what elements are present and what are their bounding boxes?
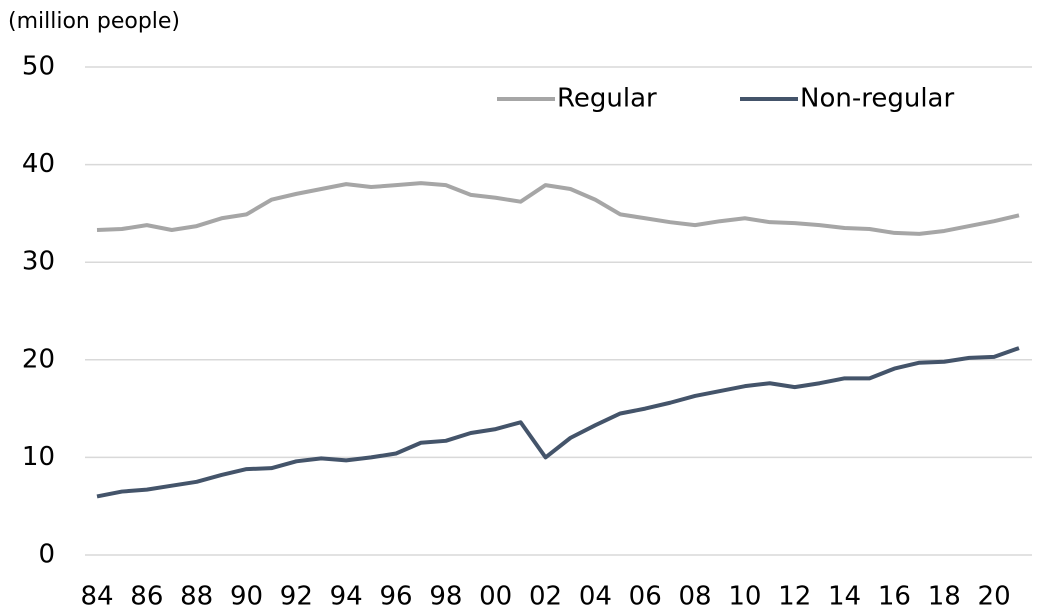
- x-tick-label: 04: [579, 582, 612, 612]
- legend-label: Non-regular: [800, 84, 954, 114]
- x-tick-label: 02: [529, 582, 562, 612]
- x-tick-label: 96: [379, 582, 412, 612]
- y-tick-label: 10: [22, 442, 55, 472]
- y-tick-label: 0: [38, 540, 55, 570]
- x-tick-label: 08: [679, 582, 712, 612]
- x-tick-label: 98: [429, 582, 462, 612]
- x-tick-label: 90: [230, 582, 263, 612]
- x-tick-label: 94: [330, 582, 363, 612]
- x-tick-label: 88: [180, 582, 213, 612]
- y-tick-label: 50: [22, 52, 55, 82]
- x-tick-label: 10: [728, 582, 761, 612]
- legend-label: Regular: [557, 84, 657, 114]
- x-tick-label: 00: [479, 582, 512, 612]
- y-tick-label: 40: [22, 149, 55, 179]
- x-tick-label: 14: [828, 582, 861, 612]
- x-tick-label: 84: [80, 582, 113, 612]
- x-tick-label: 12: [778, 582, 811, 612]
- data-line: [96, 346, 1020, 499]
- x-tick-label: 92: [280, 582, 313, 612]
- x-tick-label: 86: [130, 582, 163, 612]
- x-tick-label: 18: [928, 582, 961, 612]
- y-tick-label: 20: [22, 344, 55, 374]
- y-axis-label: (million people): [8, 9, 180, 34]
- x-tick-label: 06: [629, 582, 662, 612]
- x-tick-label: 16: [878, 582, 911, 612]
- x-tick-label: 20: [978, 582, 1011, 612]
- y-tick-label: 30: [22, 247, 55, 277]
- data-line: [96, 181, 1020, 236]
